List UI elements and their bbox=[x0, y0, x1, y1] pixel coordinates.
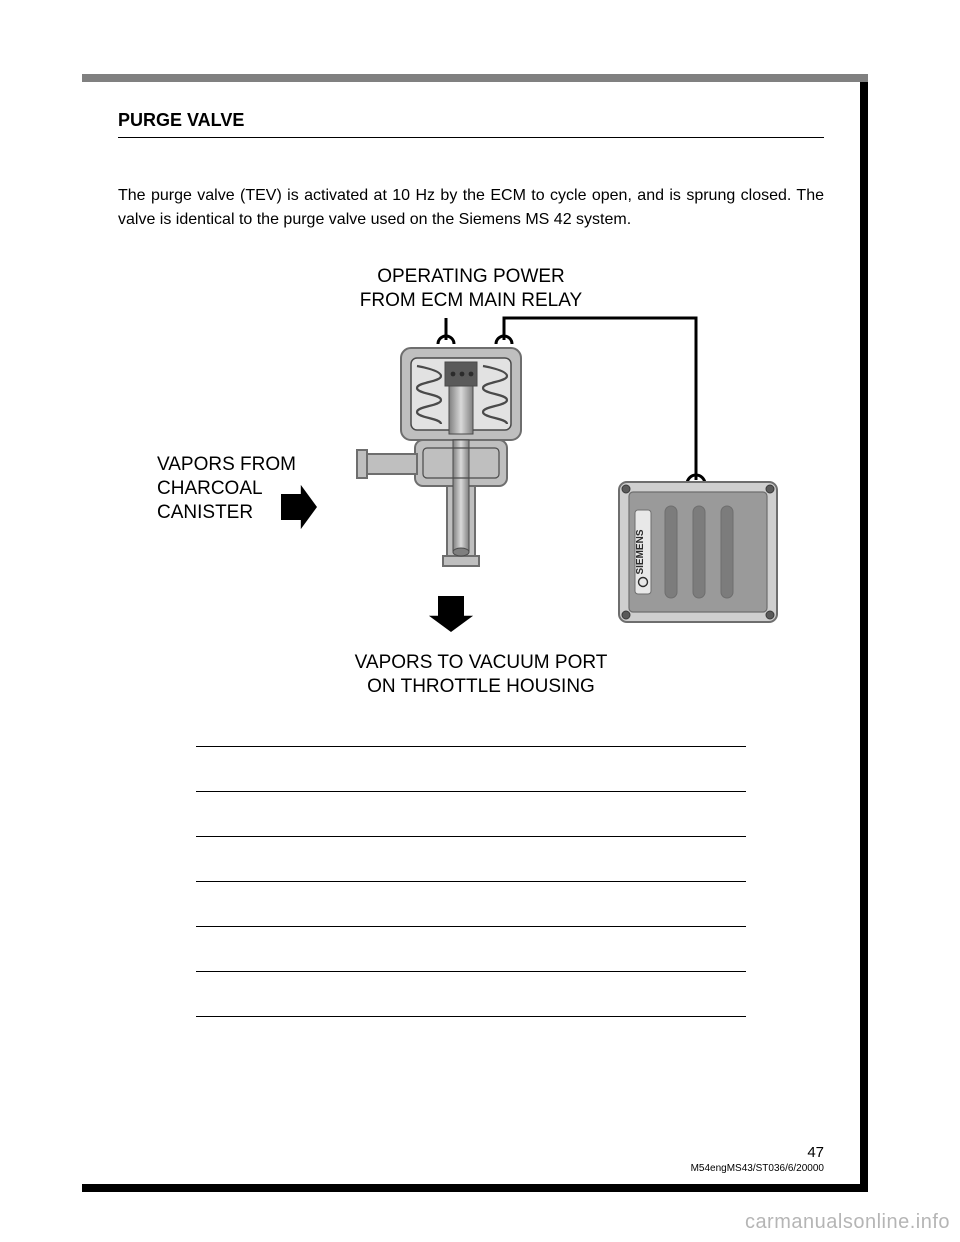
section-heading: PURGE VALVE bbox=[118, 110, 824, 131]
body-paragraph: The purge valve (TEV) is activated at 10… bbox=[118, 184, 824, 232]
page-root: PURGE VALVE The purge valve (TEV) is act… bbox=[0, 0, 960, 1242]
svg-text:FROM ECM MAIN RELAY: FROM ECM MAIN RELAY bbox=[360, 290, 583, 311]
page-footer: 47 M54engMS43/ST036/6/20000 bbox=[691, 1144, 824, 1174]
watermark-text: carmanualsonline.info bbox=[745, 1211, 950, 1234]
note-line bbox=[196, 746, 747, 747]
top-gray-bar bbox=[82, 74, 868, 82]
svg-text:ON THROTTLE HOUSING: ON THROTTLE HOUSING bbox=[367, 676, 595, 697]
note-line bbox=[196, 971, 747, 972]
note-line bbox=[196, 926, 747, 927]
doc-id: M54engMS43/ST036/6/20000 bbox=[691, 1163, 824, 1174]
note-line bbox=[196, 791, 747, 792]
svg-text:CANISTER: CANISTER bbox=[157, 502, 253, 523]
svg-text:CHARCOAL: CHARCOAL bbox=[157, 478, 263, 499]
svg-text:VAPORS TO VACUUM PORT: VAPORS TO VACUUM PORT bbox=[355, 652, 608, 673]
page-number: 47 bbox=[691, 1144, 824, 1161]
document-page: PURGE VALVE The purge valve (TEV) is act… bbox=[82, 82, 860, 1184]
purge-valve-diagram: OPERATING POWER FROM ECM MAIN RELAY VAPORS… bbox=[151, 262, 791, 702]
diagram-container: OPERATING POWER FROM ECM MAIN RELAY VAPORS… bbox=[118, 262, 824, 702]
notes-area bbox=[118, 736, 824, 1017]
svg-text:VAPORS FROM: VAPORS FROM bbox=[157, 454, 296, 475]
heading-rule bbox=[118, 137, 824, 138]
note-line bbox=[196, 1016, 747, 1017]
note-line bbox=[196, 836, 747, 837]
svg-text:SIEMENS: SIEMENS bbox=[635, 529, 646, 574]
svg-text:OPERATING POWER: OPERATING POWER bbox=[377, 266, 565, 287]
note-line bbox=[196, 881, 747, 882]
